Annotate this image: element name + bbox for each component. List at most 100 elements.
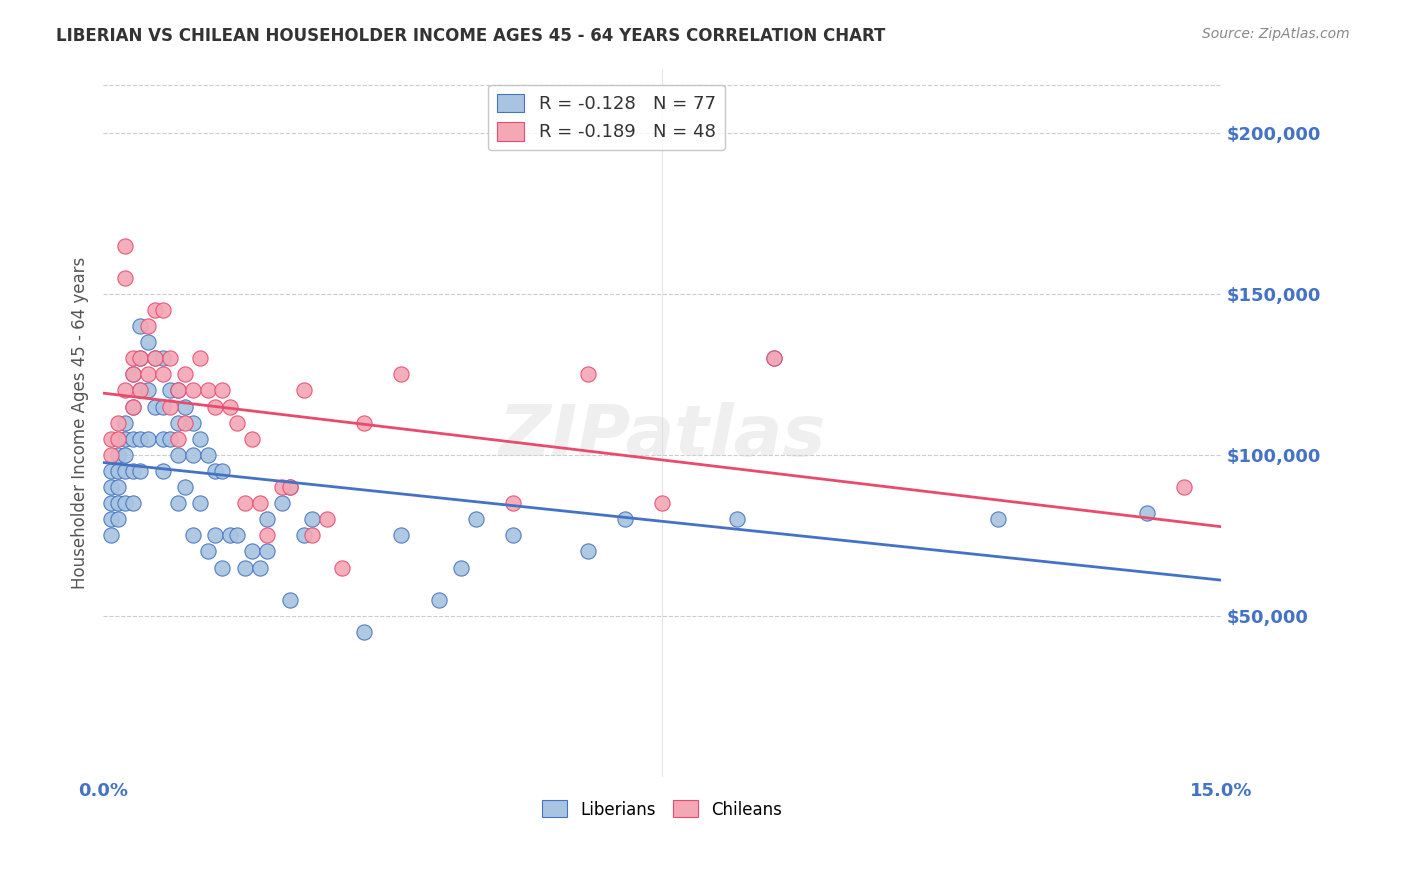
Point bbox=[188, 496, 211, 510]
Point bbox=[204, 528, 226, 542]
Point bbox=[240, 544, 263, 558]
Point bbox=[1136, 506, 1159, 520]
Point bbox=[502, 496, 524, 510]
Point bbox=[389, 368, 412, 382]
Point bbox=[136, 319, 159, 334]
Point bbox=[159, 384, 181, 398]
Point bbox=[166, 416, 188, 430]
Point bbox=[256, 544, 278, 558]
Point bbox=[174, 416, 197, 430]
Point bbox=[129, 432, 152, 446]
Point bbox=[240, 432, 263, 446]
Point bbox=[107, 480, 129, 494]
Point bbox=[301, 528, 323, 542]
Point bbox=[278, 592, 301, 607]
Point bbox=[278, 480, 301, 494]
Point bbox=[152, 400, 174, 414]
Point bbox=[122, 464, 145, 478]
Point bbox=[271, 480, 294, 494]
Point bbox=[107, 416, 129, 430]
Point bbox=[166, 384, 188, 398]
Point bbox=[114, 416, 136, 430]
Point bbox=[763, 351, 786, 366]
Point bbox=[100, 496, 122, 510]
Point bbox=[218, 400, 240, 414]
Point bbox=[174, 400, 197, 414]
Point bbox=[464, 512, 486, 526]
Point bbox=[301, 512, 323, 526]
Point bbox=[100, 448, 122, 462]
Point bbox=[763, 351, 786, 366]
Point bbox=[294, 528, 316, 542]
Point bbox=[987, 512, 1010, 526]
Point bbox=[651, 496, 673, 510]
Point bbox=[100, 512, 122, 526]
Legend: Liberians, Chileans: Liberians, Chileans bbox=[536, 794, 789, 825]
Point bbox=[114, 384, 136, 398]
Point bbox=[330, 560, 353, 574]
Point bbox=[197, 448, 219, 462]
Point bbox=[136, 384, 159, 398]
Point bbox=[114, 496, 136, 510]
Point bbox=[122, 368, 145, 382]
Point bbox=[114, 238, 136, 252]
Point bbox=[136, 368, 159, 382]
Point bbox=[211, 384, 233, 398]
Point bbox=[107, 496, 129, 510]
Point bbox=[389, 528, 412, 542]
Point bbox=[278, 480, 301, 494]
Point bbox=[136, 335, 159, 350]
Point bbox=[114, 464, 136, 478]
Point bbox=[143, 351, 166, 366]
Point bbox=[122, 496, 145, 510]
Point bbox=[166, 448, 188, 462]
Point bbox=[166, 384, 188, 398]
Point bbox=[233, 496, 256, 510]
Point bbox=[107, 512, 129, 526]
Point bbox=[152, 464, 174, 478]
Point bbox=[129, 384, 152, 398]
Point bbox=[188, 351, 211, 366]
Point bbox=[143, 351, 166, 366]
Point bbox=[129, 319, 152, 334]
Point bbox=[294, 384, 316, 398]
Point bbox=[107, 432, 129, 446]
Point bbox=[427, 592, 450, 607]
Point bbox=[129, 351, 152, 366]
Text: LIBERIAN VS CHILEAN HOUSEHOLDER INCOME AGES 45 - 64 YEARS CORRELATION CHART: LIBERIAN VS CHILEAN HOUSEHOLDER INCOME A… bbox=[56, 27, 886, 45]
Point bbox=[218, 528, 240, 542]
Point bbox=[143, 400, 166, 414]
Point bbox=[174, 368, 197, 382]
Point bbox=[100, 432, 122, 446]
Point bbox=[181, 528, 204, 542]
Point bbox=[353, 624, 375, 639]
Point bbox=[197, 544, 219, 558]
Point bbox=[450, 560, 472, 574]
Point bbox=[188, 432, 211, 446]
Point bbox=[226, 528, 249, 542]
Point bbox=[576, 368, 599, 382]
Point bbox=[107, 448, 129, 462]
Point bbox=[249, 560, 271, 574]
Point bbox=[122, 400, 145, 414]
Point bbox=[166, 432, 188, 446]
Point bbox=[114, 448, 136, 462]
Point bbox=[1173, 480, 1195, 494]
Point bbox=[122, 368, 145, 382]
Point bbox=[226, 416, 249, 430]
Y-axis label: Householder Income Ages 45 - 64 years: Householder Income Ages 45 - 64 years bbox=[72, 257, 89, 589]
Point bbox=[197, 384, 219, 398]
Point bbox=[129, 384, 152, 398]
Point bbox=[152, 303, 174, 318]
Point bbox=[249, 496, 271, 510]
Point bbox=[152, 368, 174, 382]
Point bbox=[166, 496, 188, 510]
Point bbox=[114, 432, 136, 446]
Point bbox=[256, 528, 278, 542]
Point bbox=[100, 464, 122, 478]
Point bbox=[353, 416, 375, 430]
Point bbox=[174, 480, 197, 494]
Point bbox=[204, 400, 226, 414]
Point bbox=[159, 351, 181, 366]
Point bbox=[576, 544, 599, 558]
